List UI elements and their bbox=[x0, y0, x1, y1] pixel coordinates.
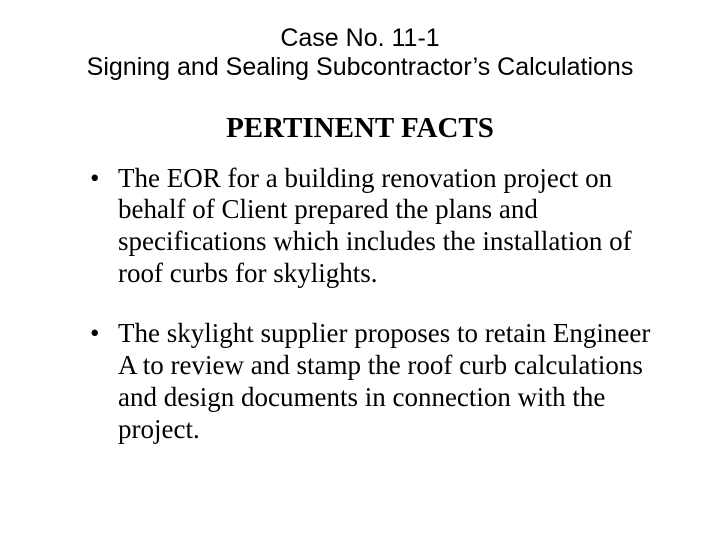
bullet-list: The EOR for a building renovation projec… bbox=[40, 163, 680, 446]
list-item: The EOR for a building renovation projec… bbox=[90, 163, 670, 290]
list-item: The skylight supplier proposes to retain… bbox=[90, 318, 670, 445]
case-number: Case No. 11-1 bbox=[40, 24, 680, 53]
section-heading: PERTINENT FACTS bbox=[40, 112, 680, 145]
slide-subtitle: Signing and Sealing Subcontractor’s Calc… bbox=[40, 53, 680, 82]
slide: Case No. 11-1 Signing and Sealing Subcon… bbox=[0, 0, 720, 540]
